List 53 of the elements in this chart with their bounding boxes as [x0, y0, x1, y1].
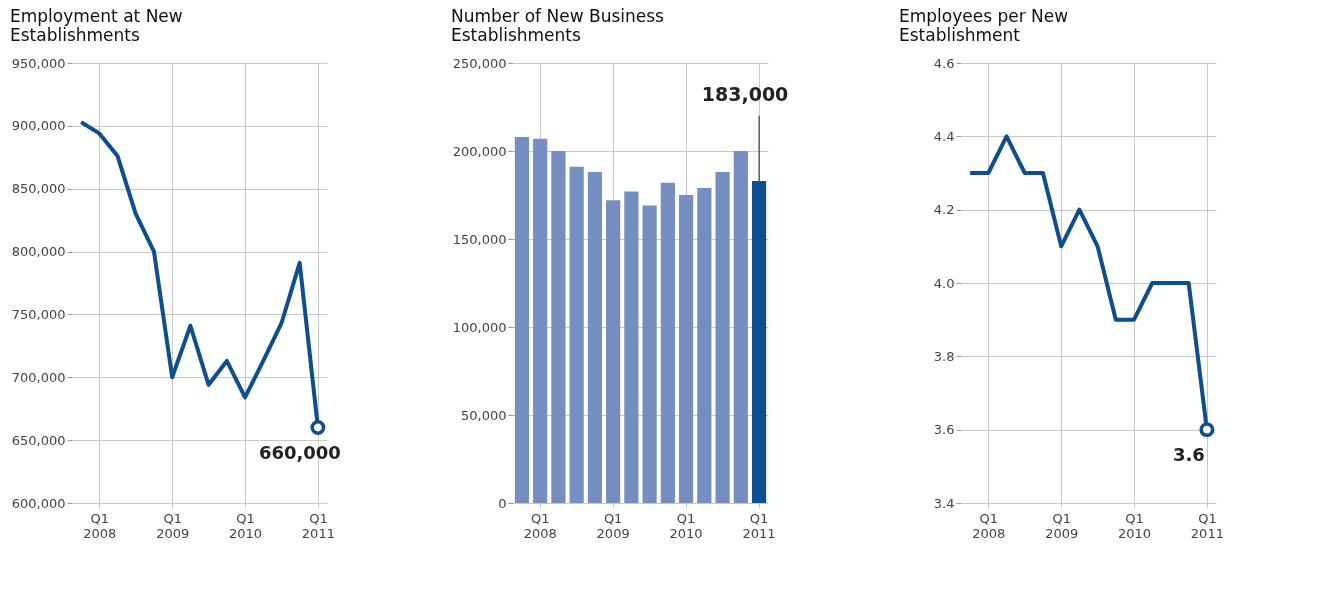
x-tick-label: Q1 2011 [301, 510, 335, 541]
y-tick-label: 250,000 [452, 55, 507, 71]
data-label: 183,000 [701, 83, 789, 105]
y-tick-label: 3.4 [933, 495, 955, 511]
x-tick-label: Q1 2008 [972, 510, 1006, 541]
data-label: 660,000 [258, 441, 341, 463]
y-tick-label: 100,000 [452, 319, 507, 335]
y-tick-label: 3.8 [933, 348, 955, 364]
y-tick-label: 150,000 [452, 231, 507, 247]
bar [606, 200, 621, 503]
x-tick-label: Q1 2011 [1190, 510, 1224, 541]
y-tick-label: 950,000 [11, 55, 66, 71]
y-tick-label: 0 [498, 495, 507, 511]
bar [514, 136, 530, 503]
x-tick-label: Q1 2010 [228, 510, 263, 541]
data-label: 3.6 [1172, 443, 1205, 465]
y-tick-label: 4.0 [933, 275, 955, 291]
y-tick-label: 650,000 [11, 432, 66, 448]
x-tick-label: Q1 2008 [83, 510, 117, 541]
y-tick-label: 200,000 [452, 143, 507, 159]
y-tick-label: 4.6 [933, 55, 955, 71]
bar [733, 151, 748, 503]
bar [587, 172, 603, 503]
bar [551, 151, 566, 503]
bar [751, 180, 767, 503]
y-tick-label: 800,000 [11, 244, 66, 260]
x-tick-label: Q1 2009 [156, 510, 190, 541]
bar [697, 187, 712, 503]
bar [624, 191, 639, 503]
chart-title: Employees per New Establishment [899, 6, 1069, 45]
bar [533, 138, 548, 503]
x-tick-label: Q1 2010 [669, 510, 703, 541]
y-tick-label: 4.4 [933, 128, 955, 144]
bar [660, 182, 675, 503]
x-tick-label: Q1 2009 [596, 510, 630, 541]
chart-title: Employment at New Establishments [10, 6, 183, 45]
y-tick-label: 50,000 [461, 407, 507, 423]
bar [678, 195, 694, 503]
y-tick-label: 700,000 [11, 369, 66, 385]
y-tick-label: 750,000 [11, 306, 66, 322]
x-tick-label: Q1 2011 [742, 510, 776, 541]
y-tick-label: 600,000 [11, 495, 66, 511]
x-tick-label: Q1 2010 [1117, 510, 1152, 541]
x-tick-label: Q1 2009 [1045, 510, 1079, 541]
chart-title: Number of New Business Establishments [451, 6, 665, 45]
y-tick-label: 4.2 [933, 202, 955, 218]
y-tick-label: 900,000 [11, 118, 66, 134]
bar [642, 205, 657, 503]
bar [715, 172, 730, 503]
y-tick-label: 850,000 [11, 181, 66, 197]
y-tick-label: 3.6 [933, 422, 955, 438]
bar [569, 166, 584, 503]
x-tick-label: Q1 2008 [523, 510, 557, 541]
